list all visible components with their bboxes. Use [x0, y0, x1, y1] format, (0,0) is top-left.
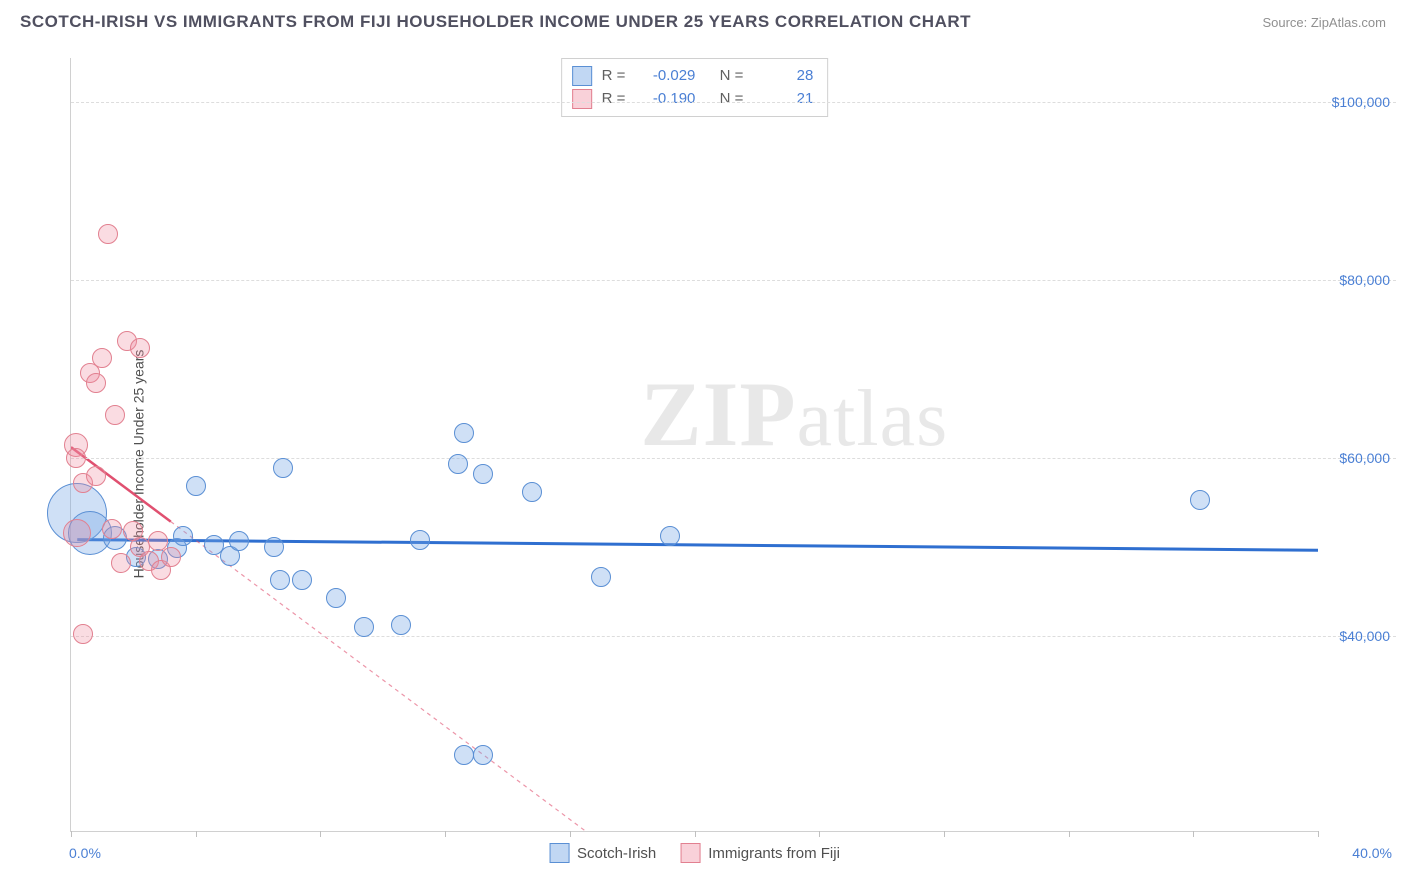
- x-tick: [445, 831, 446, 837]
- data-point[interactable]: [473, 464, 493, 484]
- watermark: ZIPatlas: [640, 361, 948, 467]
- x-tick: [1193, 831, 1194, 837]
- swatch-icon: [572, 66, 592, 86]
- x-tick: [196, 831, 197, 837]
- data-point[interactable]: [111, 553, 131, 573]
- legend-item-0: Scotch-Irish: [549, 843, 656, 863]
- data-point[interactable]: [66, 448, 86, 468]
- data-point[interactable]: [292, 570, 312, 590]
- x-tick: [1318, 831, 1319, 837]
- data-point[interactable]: [186, 476, 206, 496]
- x-axis-max-label: 40.0%: [1352, 845, 1392, 861]
- data-point[interactable]: [354, 617, 374, 637]
- data-point[interactable]: [270, 570, 290, 590]
- r-label: R =: [602, 88, 626, 111]
- x-tick: [944, 831, 945, 837]
- x-tick: [320, 831, 321, 837]
- y-tick-label: $80,000: [1339, 272, 1390, 288]
- data-point[interactable]: [264, 537, 284, 557]
- x-tick: [570, 831, 571, 837]
- data-point[interactable]: [229, 531, 249, 551]
- trendlines: [71, 58, 1318, 831]
- data-point[interactable]: [86, 373, 106, 393]
- data-point[interactable]: [102, 519, 122, 539]
- x-tick: [71, 831, 72, 837]
- r-value: -0.029: [635, 65, 695, 88]
- series-legend: Scotch-Irish Immigrants from Fiji: [549, 843, 840, 863]
- source-attribution: Source: ZipAtlas.com: [1262, 15, 1386, 30]
- n-label: N =: [720, 65, 744, 88]
- data-point[interactable]: [522, 482, 542, 502]
- data-point[interactable]: [660, 526, 680, 546]
- correlation-legend: R = -0.029 N = 28 R = -0.190 N = 21: [561, 58, 829, 117]
- gridline: [71, 458, 1396, 459]
- data-point[interactable]: [448, 454, 468, 474]
- legend-label: Scotch-Irish: [577, 845, 656, 862]
- swatch-icon: [572, 89, 592, 109]
- data-point[interactable]: [92, 348, 112, 368]
- gridline: [71, 636, 1396, 637]
- n-label: N =: [720, 88, 744, 111]
- chart-container: Householder Income Under 25 years ZIPatl…: [20, 46, 1396, 882]
- data-point[interactable]: [105, 405, 125, 425]
- corr-row-0: R = -0.029 N = 28: [572, 65, 814, 88]
- data-point[interactable]: [410, 530, 430, 550]
- data-point[interactable]: [73, 624, 93, 644]
- source-link[interactable]: ZipAtlas.com: [1311, 15, 1386, 30]
- swatch-icon: [549, 843, 569, 863]
- gridline: [71, 280, 1396, 281]
- x-tick: [819, 831, 820, 837]
- source-prefix: Source:: [1262, 15, 1310, 30]
- legend-label: Immigrants from Fiji: [708, 845, 840, 862]
- data-point[interactable]: [130, 338, 150, 358]
- x-axis-min-label: 0.0%: [69, 845, 101, 861]
- chart-title: SCOTCH-IRISH VS IMMIGRANTS FROM FIJI HOU…: [20, 12, 971, 32]
- data-point[interactable]: [161, 547, 181, 567]
- y-tick-label: $40,000: [1339, 628, 1390, 644]
- r-value: -0.190: [635, 88, 695, 111]
- data-point[interactable]: [1190, 490, 1210, 510]
- data-point[interactable]: [454, 745, 474, 765]
- y-tick-label: $60,000: [1339, 450, 1390, 466]
- data-point[interactable]: [454, 423, 474, 443]
- x-tick: [695, 831, 696, 837]
- y-tick-label: $100,000: [1332, 94, 1390, 110]
- n-value: 28: [753, 65, 813, 88]
- data-point[interactable]: [391, 615, 411, 635]
- data-point[interactable]: [86, 466, 106, 486]
- r-label: R =: [602, 65, 626, 88]
- data-point[interactable]: [173, 526, 193, 546]
- n-value: 21: [753, 88, 813, 111]
- data-point[interactable]: [473, 745, 493, 765]
- legend-item-1: Immigrants from Fiji: [680, 843, 840, 863]
- data-point[interactable]: [98, 224, 118, 244]
- corr-row-1: R = -0.190 N = 21: [572, 88, 814, 111]
- data-point[interactable]: [326, 588, 346, 608]
- chart-header: SCOTCH-IRISH VS IMMIGRANTS FROM FIJI HOU…: [0, 0, 1406, 40]
- data-point[interactable]: [273, 458, 293, 478]
- swatch-icon: [680, 843, 700, 863]
- plot-area: ZIPatlas R = -0.029 N = 28 R = -0.190 N …: [70, 58, 1318, 832]
- data-point[interactable]: [591, 567, 611, 587]
- gridline: [71, 102, 1396, 103]
- x-tick: [1069, 831, 1070, 837]
- data-point[interactable]: [63, 519, 91, 547]
